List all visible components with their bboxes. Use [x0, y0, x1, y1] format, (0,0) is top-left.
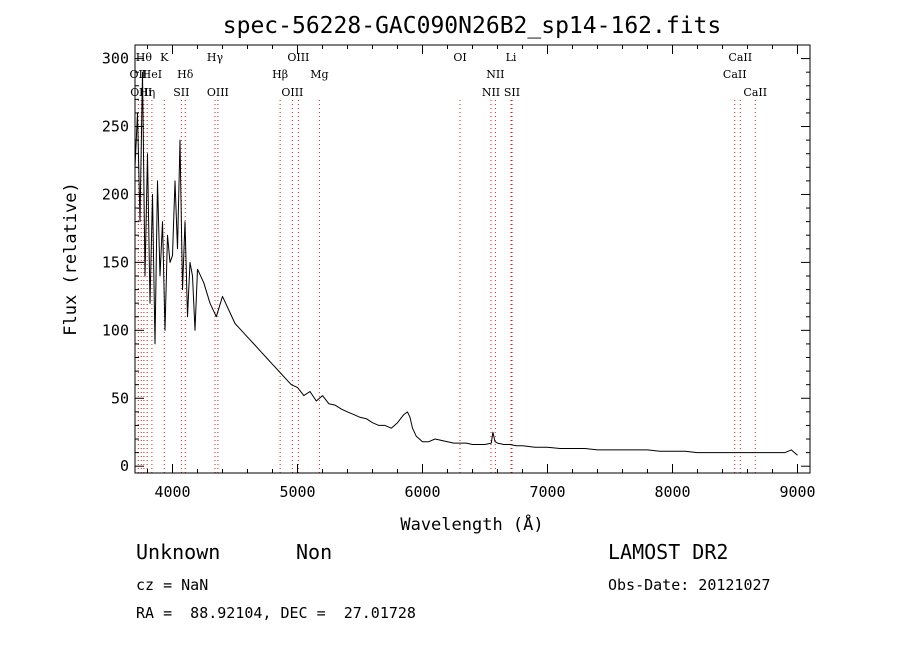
- marker-label: NII: [482, 86, 500, 99]
- marker-label: Hδ: [177, 68, 194, 81]
- y-axis-label: Flux (relative): [61, 182, 81, 336]
- object-class: Unknown: [136, 540, 221, 564]
- object-subclass: Non: [296, 540, 333, 564]
- axes: 4000 5000 6000 7000 8000 9000 0 50 100 150 200 250 3…: [102, 45, 816, 501]
- marker-label: Hβ: [272, 68, 288, 81]
- y-tick-label: 0: [120, 457, 129, 475]
- marker-label: SII: [173, 86, 189, 99]
- y-tick-label: 150: [102, 253, 129, 271]
- marker-label: Hη: [139, 86, 155, 99]
- observation-date: Obs-Date: 20121027: [608, 576, 771, 594]
- marker-label: OI: [453, 51, 466, 64]
- x-tick-label: 7000: [529, 483, 565, 501]
- marker-label: SII: [504, 86, 520, 99]
- survey-name: LAMOST DR2: [608, 540, 729, 564]
- spectrum-line-0: [134, 71, 798, 456]
- x-tick-label: 4000: [154, 483, 190, 501]
- x-tick-label: 5000: [279, 483, 315, 501]
- marker-label: OIII: [287, 51, 309, 64]
- marker-label: Li: [506, 51, 517, 64]
- marker-label: CaII: [743, 86, 767, 99]
- y-tick-label: 100: [102, 321, 129, 339]
- marker-label: NII: [486, 68, 504, 81]
- emission-line-markers: OIIOIIIHθHηHeIKSIIHδHγOIIIHβOIIIOIIIMgOI…: [130, 51, 767, 473]
- marker-label: Hγ: [207, 51, 224, 64]
- chart-title: spec-56228-GAC090N26B2_sp14-162.fits: [223, 13, 722, 39]
- marker-label: Hθ: [136, 51, 153, 64]
- x-tick-label: 9000: [779, 483, 815, 501]
- coordinates: RA = 88.92104, DEC = 27.01728: [136, 604, 416, 622]
- y-tick-label: 300: [102, 50, 129, 68]
- y-tick-label: 250: [102, 118, 129, 136]
- marker-label: HeI: [142, 68, 162, 81]
- marker-label: OIII: [281, 86, 303, 99]
- spectrum-series: [134, 71, 798, 456]
- plot-frame: [134, 44, 811, 474]
- marker-label: OIII: [207, 86, 229, 99]
- marker-label: OIII: [130, 86, 152, 99]
- x-tick-label: 8000: [654, 483, 690, 501]
- marker-label: Mg: [310, 68, 328, 81]
- x-axis-label: Wavelength (Å): [400, 513, 543, 535]
- x-tick-label: 6000: [404, 483, 440, 501]
- marker-label: CaII: [728, 51, 752, 64]
- y-tick-label: 50: [111, 389, 129, 407]
- redshift-info: cz = NaN: [136, 576, 209, 594]
- y-tick-label: 200: [102, 185, 129, 203]
- marker-label: CaII: [723, 68, 747, 81]
- marker-label: K: [160, 51, 169, 64]
